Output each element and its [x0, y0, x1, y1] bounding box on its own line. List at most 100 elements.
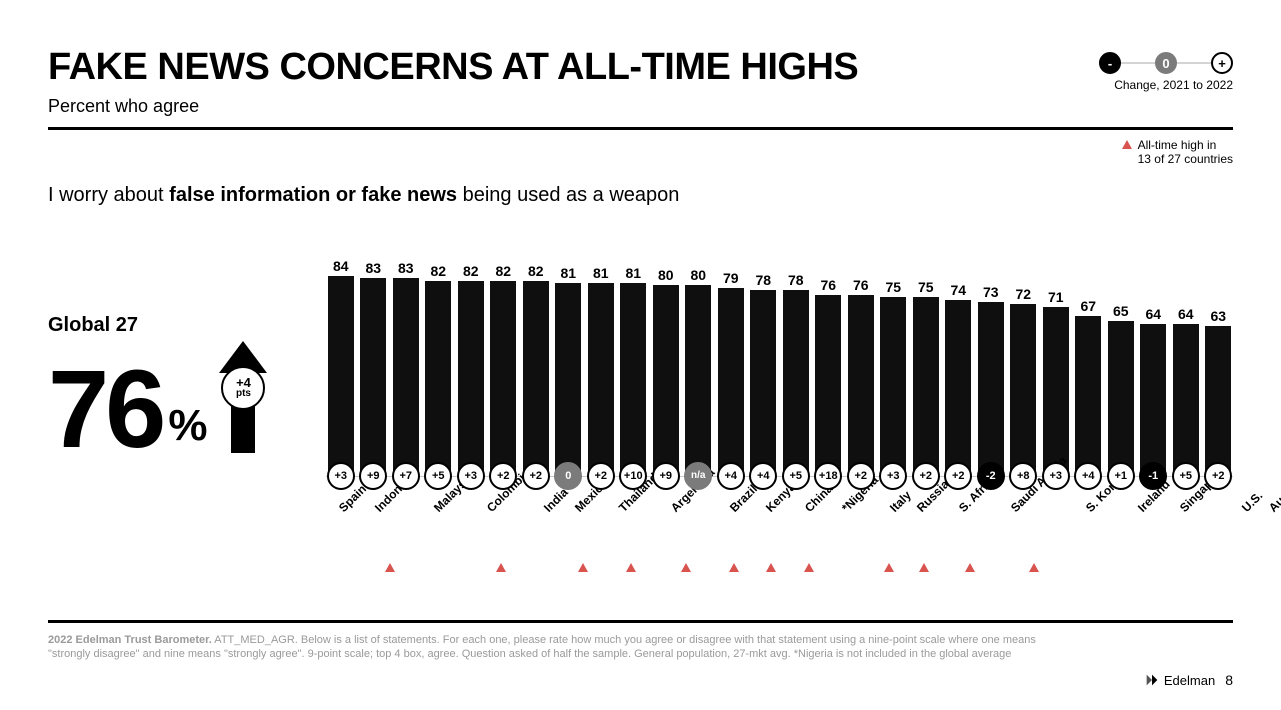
bar-value: 81	[625, 265, 641, 281]
bar-value: 63	[1210, 308, 1226, 324]
change-badge: +3	[1042, 462, 1070, 490]
bar-col: 74+2	[944, 282, 974, 476]
bar-col: 84+3	[326, 258, 356, 476]
change-badge: +3	[879, 462, 907, 490]
change-badge: 0	[554, 462, 582, 490]
bar-value: 72	[1015, 286, 1031, 302]
bar	[1075, 316, 1101, 476]
bar	[913, 297, 939, 476]
label-col: Brazil	[717, 499, 750, 572]
bar-col: 810	[554, 265, 584, 476]
all-time-high-icon	[919, 563, 929, 572]
label-col: Malaysia	[421, 499, 471, 572]
bar-value: 82	[430, 263, 446, 279]
change-badge: +1	[1107, 462, 1135, 490]
change-badge: +2	[522, 462, 550, 490]
bar-col: 78+4	[749, 272, 779, 476]
bar	[425, 281, 451, 476]
all-time-high-icon	[681, 563, 691, 572]
bar	[490, 281, 516, 476]
bar-value: 82	[463, 263, 479, 279]
bar-value: 74	[950, 282, 966, 298]
page-subtitle: Percent who agree	[48, 96, 858, 117]
all-time-high-icon	[884, 563, 894, 572]
bar-col: 65+1	[1106, 303, 1136, 476]
bar-col: 79+4	[716, 270, 746, 476]
legend-plus-icon: +	[1211, 52, 1233, 74]
bar-col: 76+2	[846, 277, 876, 476]
all-time-high-icon	[729, 563, 739, 572]
bar-value: 84	[333, 258, 349, 274]
change-badge: +4	[717, 462, 745, 490]
divider	[48, 127, 1233, 130]
change-badge: -1	[1139, 462, 1167, 490]
bar-col: 67+4	[1074, 298, 1104, 476]
label-col: Singapore	[1167, 499, 1226, 572]
label-col: Indonesia	[362, 499, 418, 572]
change-badge: n/a	[684, 462, 712, 490]
change-badge: +4	[749, 462, 777, 490]
bar-col: 76+18	[814, 277, 844, 476]
bar	[880, 297, 906, 476]
bar	[1173, 324, 1199, 476]
bar-value: 65	[1113, 303, 1129, 319]
legend-minus-icon: -	[1099, 52, 1121, 74]
bar-value: 78	[755, 272, 771, 288]
page-title: FAKE NEWS CONCERNS AT ALL-TIME HIGHS	[48, 48, 858, 88]
change-badge: +5	[1172, 462, 1200, 490]
legend-zero-icon: 0	[1155, 52, 1177, 74]
change-badge: +7	[392, 462, 420, 490]
all-time-high-legend: All-time high in 13 of 27 countries	[48, 138, 1233, 166]
bar	[1108, 321, 1134, 476]
change-badge: +5	[782, 462, 810, 490]
bar-col: 82+5	[424, 263, 454, 476]
bar	[848, 295, 874, 476]
change-badge: +2	[847, 462, 875, 490]
bar-col: 83+9	[359, 260, 389, 476]
bar-value: 83	[365, 260, 381, 276]
bar-col: 73-2	[976, 284, 1006, 476]
label-col: Russia	[904, 499, 943, 572]
bar-col: 81+2	[586, 265, 616, 476]
country-label: Australia	[1266, 469, 1281, 515]
up-arrow-icon: +4 pts	[219, 341, 267, 453]
change-badge: +5	[424, 462, 452, 490]
global-change-badge: +4 pts	[221, 366, 265, 410]
label-col: Italy	[877, 499, 901, 572]
bar-value: 67	[1080, 298, 1096, 314]
label-col: S. Africa	[946, 499, 994, 572]
bar-col: 82+2	[489, 263, 519, 476]
all-time-high-icon	[965, 563, 975, 572]
all-time-high-icon	[496, 563, 506, 572]
global-label: Global 27	[48, 314, 308, 337]
label-col: Ireland	[1125, 499, 1164, 572]
bar	[620, 283, 646, 476]
page-number: 8	[1225, 672, 1233, 688]
label-col: Australia	[1256, 499, 1281, 572]
bar	[945, 300, 971, 476]
change-badge: +8	[1009, 462, 1037, 490]
bar	[685, 285, 711, 475]
label-col: Spain	[326, 499, 359, 572]
change-badge: +2	[1204, 462, 1232, 490]
bar-value: 75	[918, 279, 934, 295]
change-badge: +9	[652, 462, 680, 490]
bar	[523, 281, 549, 476]
change-badge: +2	[912, 462, 940, 490]
change-badge: +2	[489, 462, 517, 490]
statement: I worry about false information or fake …	[48, 184, 1233, 207]
change-badge: +18	[814, 462, 842, 490]
bar	[588, 283, 614, 476]
bar-value: 73	[983, 284, 999, 300]
change-badge: +3	[327, 462, 355, 490]
bar-col: 78+5	[781, 272, 811, 476]
change-badge: +2	[944, 462, 972, 490]
change-badge: +9	[359, 462, 387, 490]
bar-value: 71	[1048, 289, 1064, 305]
bar	[978, 302, 1004, 476]
bar-col: 82+2	[521, 263, 551, 476]
triangle-up-icon	[1122, 140, 1132, 149]
bar	[393, 278, 419, 476]
label-col: Argentina	[658, 499, 714, 572]
global-value: 76	[48, 363, 162, 457]
